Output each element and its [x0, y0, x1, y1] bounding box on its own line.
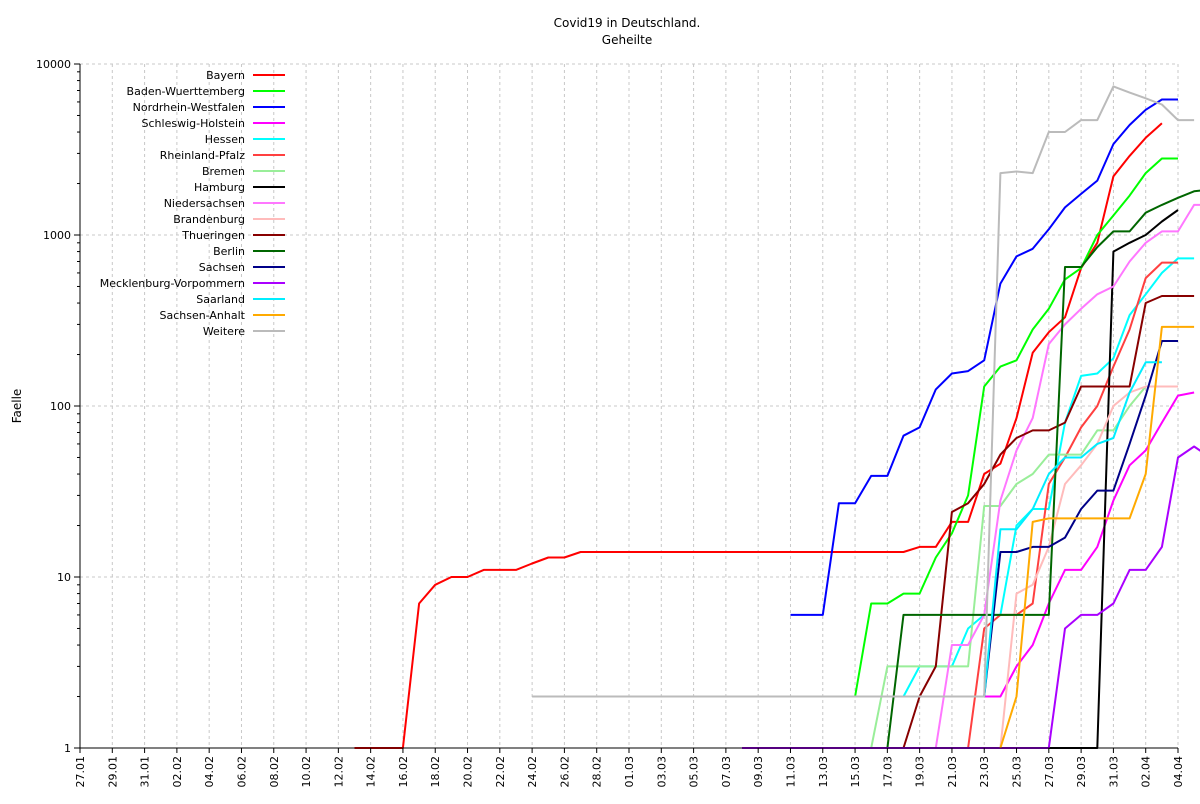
- legend-label-saarland: Saarland: [196, 293, 245, 306]
- x-tick-label: 07.03: [720, 756, 733, 788]
- x-tick-label: 10.02: [300, 756, 313, 788]
- y-tick-label: 1000: [43, 229, 71, 242]
- y-tick-label: 100: [50, 400, 71, 413]
- x-tick-label: 24.02: [526, 756, 539, 788]
- legend-label-bremen: Bremen: [202, 165, 245, 178]
- x-tick-label: 17.03: [881, 756, 894, 788]
- x-tick-label: 28.02: [591, 756, 604, 788]
- x-tick-label: 11.03: [784, 756, 797, 788]
- y-axis-label: Faelle: [10, 389, 24, 424]
- x-tick-label: 02.04: [1140, 756, 1153, 788]
- x-tick-label: 04.04: [1172, 756, 1185, 788]
- x-tick-label: 16.02: [397, 756, 410, 788]
- x-tick-label: 06.02: [235, 756, 248, 788]
- legend-label-niedersachsen: Niedersachsen: [164, 197, 245, 210]
- legend-label-thueringen: Thueringen: [181, 229, 245, 242]
- x-tick-label: 04.02: [203, 756, 216, 788]
- x-tick-label: 09.03: [752, 756, 765, 788]
- legend-label-sachsen: Sachsen: [199, 261, 245, 274]
- y-tick-label: 10: [57, 571, 71, 584]
- chart-title: Covid19 in Deutschland.: [554, 16, 701, 30]
- x-tick-label: 19.03: [914, 756, 927, 788]
- legend-label-bayern: Bayern: [206, 69, 245, 82]
- legend-label-berlin: Berlin: [213, 245, 245, 258]
- chart-subtitle: Geheilte: [602, 33, 652, 47]
- x-tick-label: 29.01: [106, 756, 119, 788]
- legend-label-hessen: Hessen: [205, 133, 245, 146]
- x-tick-label: 31.01: [139, 756, 152, 788]
- x-tick-label: 08.02: [268, 756, 281, 788]
- legend-label-baden-wuerttemberg: Baden-Wuerttemberg: [127, 85, 245, 98]
- x-tick-label: 18.02: [429, 756, 442, 788]
- x-tick-label: 23.03: [978, 756, 991, 788]
- x-tick-label: 25.03: [1011, 756, 1024, 788]
- legend-label-schleswig-holstein: Schleswig-Holstein: [142, 117, 245, 130]
- x-tick-label: 13.03: [817, 756, 830, 788]
- x-tick-label: 01.03: [623, 756, 636, 788]
- legend-label-brandenburg: Brandenburg: [173, 213, 245, 226]
- legend-label-sachsen-anhalt: Sachsen-Anhalt: [159, 309, 245, 322]
- x-tick-label: 21.03: [946, 756, 959, 788]
- y-tick-label: 1: [64, 742, 71, 755]
- x-tick-label: 14.02: [365, 756, 378, 788]
- x-tick-label: 29.03: [1075, 756, 1088, 788]
- x-tick-label: 31.03: [1107, 756, 1120, 788]
- x-tick-label: 26.02: [558, 756, 571, 788]
- x-tick-label: 22.02: [494, 756, 507, 788]
- x-tick-label: 15.03: [849, 756, 862, 788]
- legend-label-mecklenburg-vorpommern: Mecklenburg-Vorpommern: [100, 277, 245, 290]
- x-tick-label: 27.01: [74, 756, 87, 788]
- x-tick-label: 05.03: [688, 756, 701, 788]
- legend-label-rheinland-pfalz: Rheinland-Pfalz: [160, 149, 245, 162]
- x-tick-label: 27.03: [1043, 756, 1056, 788]
- y-tick-label: 10000: [36, 58, 71, 71]
- legend-label-weitere: Weitere: [203, 325, 245, 338]
- x-tick-label: 02.02: [171, 756, 184, 788]
- x-tick-label: 20.02: [462, 756, 475, 788]
- x-tick-label: 03.03: [655, 756, 668, 788]
- legend-label-hamburg: Hamburg: [194, 181, 245, 194]
- x-tick-label: 12.02: [332, 756, 345, 788]
- legend-label-nordrhein-westfalen: Nordrhein-Westfalen: [133, 101, 245, 114]
